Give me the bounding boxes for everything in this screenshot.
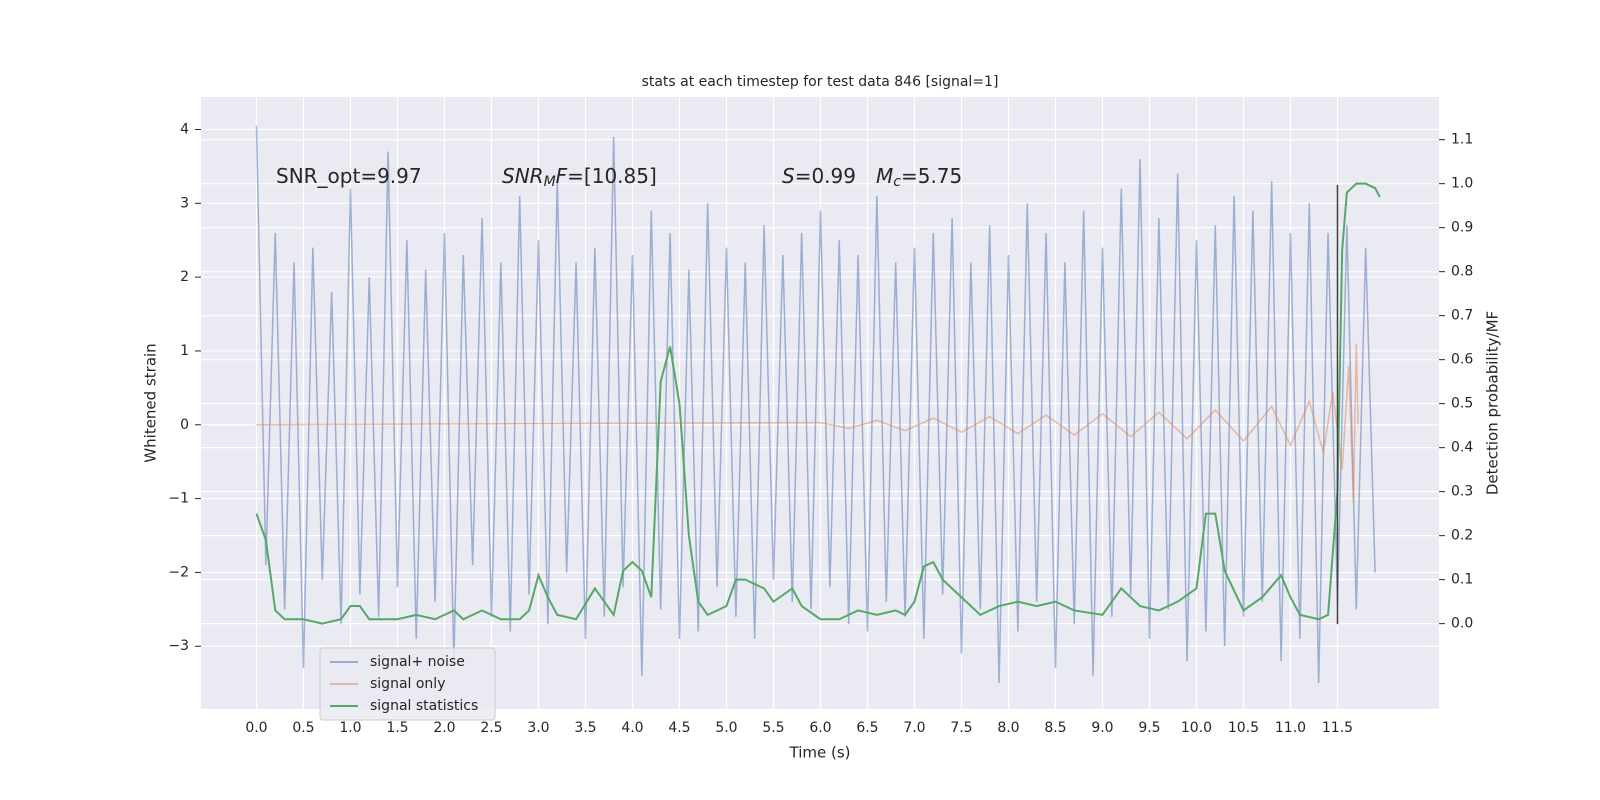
y-tick-label: 0 (180, 417, 189, 433)
x-tick-label: 3.0 (527, 720, 549, 736)
x-tick-label: 7.0 (903, 720, 925, 736)
chart-title: stats at each timestep for test data 846… (642, 74, 999, 90)
y-tick-label: 2 (180, 269, 189, 285)
x-tick-label: 10.5 (1228, 720, 1259, 736)
legend-label: signal only (370, 676, 445, 692)
x-axis-label: Time (s) (789, 744, 851, 762)
annotation: Mc=5.75 (876, 164, 962, 191)
y-tick-label: −2 (168, 564, 189, 580)
x-tick-label: 0.0 (245, 720, 267, 736)
y2-tick-label: 0.1 (1451, 572, 1473, 588)
legend-label: signal statistics (370, 698, 478, 714)
y2-tick-label: 1.0 (1451, 176, 1473, 192)
series-line (255, 125, 1376, 684)
x-tick-label: 5.5 (762, 720, 784, 736)
x-tick-label: 10.0 (1181, 720, 1212, 736)
y2-tick-label: 0.9 (1451, 220, 1473, 236)
y-axis-label: Whitened strain (142, 343, 160, 462)
x-tick-label: 6.0 (809, 720, 831, 736)
x-tick-label: 7.5 (950, 720, 972, 736)
annotation-part: =0.99 (795, 164, 856, 188)
y-tick-label: 3 (180, 195, 189, 211)
legend-box (319, 647, 496, 721)
annotation-part: M (876, 164, 893, 188)
x-tick-label: 8.5 (1044, 720, 1066, 736)
y-tick-label: 4 (180, 121, 189, 137)
y2-tick-label: 0.8 (1451, 264, 1473, 280)
y2-tick-label: 0.5 (1451, 396, 1473, 412)
y2-tick-label: 0.7 (1451, 308, 1473, 324)
y2-tick-label: 0.3 (1451, 484, 1473, 500)
x-tick-label: 11.5 (1322, 720, 1353, 736)
annotation-part: =[10.85] (567, 164, 657, 188)
annotation: SNR_opt=9.97 (276, 164, 422, 188)
y-tick-label: 1 (180, 343, 189, 359)
annotation-part: M (544, 174, 556, 190)
annotation-part: SNR (502, 164, 544, 188)
x-tick-label: 4.0 (621, 720, 643, 736)
y2-tick-label: 0.6 (1451, 352, 1473, 368)
x-tick-label: 3.5 (574, 720, 596, 736)
annotation: S=0.99 (782, 164, 856, 188)
y2-tick-label: 0.4 (1451, 440, 1473, 456)
x-tick-label: 4.5 (668, 720, 690, 736)
legend-label: signal+ noise (370, 654, 465, 670)
annotation-part: SNR_opt=9.97 (276, 164, 422, 188)
x-tick-label: 8.0 (997, 720, 1019, 736)
annotation-part: F (556, 164, 568, 188)
y2-axis-label: Detection probability/MF (1484, 311, 1502, 495)
annotation-part: =5.75 (901, 164, 962, 188)
x-tick-label: 0.5 (292, 720, 314, 736)
x-tick-label: 1.0 (339, 720, 361, 736)
y-tick-label: −1 (168, 491, 189, 507)
y2-tick-label: 0.2 (1451, 528, 1473, 544)
x-tick-label: 11.0 (1275, 720, 1306, 736)
x-tick-label: 6.5 (856, 720, 878, 736)
y2-tick-label: 1.1 (1451, 132, 1473, 148)
x-tick-label: 2.5 (480, 720, 502, 736)
y-tick-label: −3 (168, 638, 189, 654)
series-line (255, 182, 1381, 625)
annotation-part: c (893, 174, 901, 190)
x-tick-label: 5.0 (715, 720, 737, 736)
x-tick-label: 9.0 (1091, 720, 1113, 736)
y2-tick-label: 0.0 (1451, 616, 1473, 632)
annotation: SNRMF=[10.85] (502, 164, 657, 191)
x-tick-label: 1.5 (386, 720, 408, 736)
annotation-part: S (782, 164, 795, 188)
x-tick-label: 9.5 (1138, 720, 1160, 736)
x-tick-label: 2.0 (433, 720, 455, 736)
